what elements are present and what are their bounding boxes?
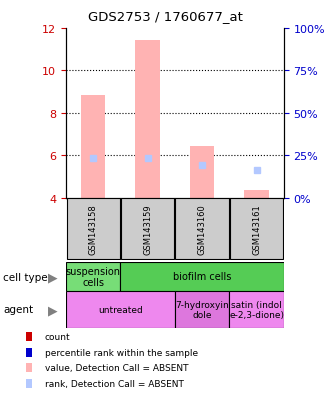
Text: count: count bbox=[45, 332, 70, 341]
Text: GSM143159: GSM143159 bbox=[143, 204, 152, 254]
Bar bbox=[120, 262, 284, 291]
Text: rank, Detection Call = ABSENT: rank, Detection Call = ABSENT bbox=[45, 379, 183, 388]
Text: satin (indol
e-2,3-dione): satin (indol e-2,3-dione) bbox=[229, 300, 284, 319]
Bar bbox=[121, 199, 174, 260]
Text: agent: agent bbox=[3, 305, 33, 315]
Text: percentile rank within the sample: percentile rank within the sample bbox=[45, 348, 198, 357]
Text: ▶: ▶ bbox=[48, 271, 58, 284]
Bar bbox=[244, 191, 269, 198]
Bar bbox=[229, 291, 284, 328]
Text: untreated: untreated bbox=[98, 305, 143, 314]
Text: GSM143161: GSM143161 bbox=[252, 204, 261, 254]
Text: GSM143158: GSM143158 bbox=[89, 204, 98, 254]
Text: biofilm cells: biofilm cells bbox=[173, 272, 231, 282]
Text: suspension
cells: suspension cells bbox=[66, 266, 121, 287]
Text: 7-hydroxyin
dole: 7-hydroxyin dole bbox=[175, 300, 229, 319]
Bar bbox=[190, 146, 214, 198]
Bar bbox=[66, 291, 175, 328]
Bar bbox=[81, 95, 106, 198]
Text: GSM143160: GSM143160 bbox=[198, 204, 207, 254]
Text: GDS2753 / 1760677_at: GDS2753 / 1760677_at bbox=[87, 10, 243, 23]
Bar bbox=[230, 199, 283, 260]
Text: cell type: cell type bbox=[3, 273, 48, 282]
Text: value, Detection Call = ABSENT: value, Detection Call = ABSENT bbox=[45, 363, 188, 373]
Bar bbox=[176, 199, 229, 260]
Text: ▶: ▶ bbox=[48, 303, 58, 316]
Bar bbox=[67, 199, 120, 260]
Bar bbox=[175, 291, 229, 328]
Bar bbox=[135, 40, 160, 198]
Bar bbox=[66, 262, 120, 291]
